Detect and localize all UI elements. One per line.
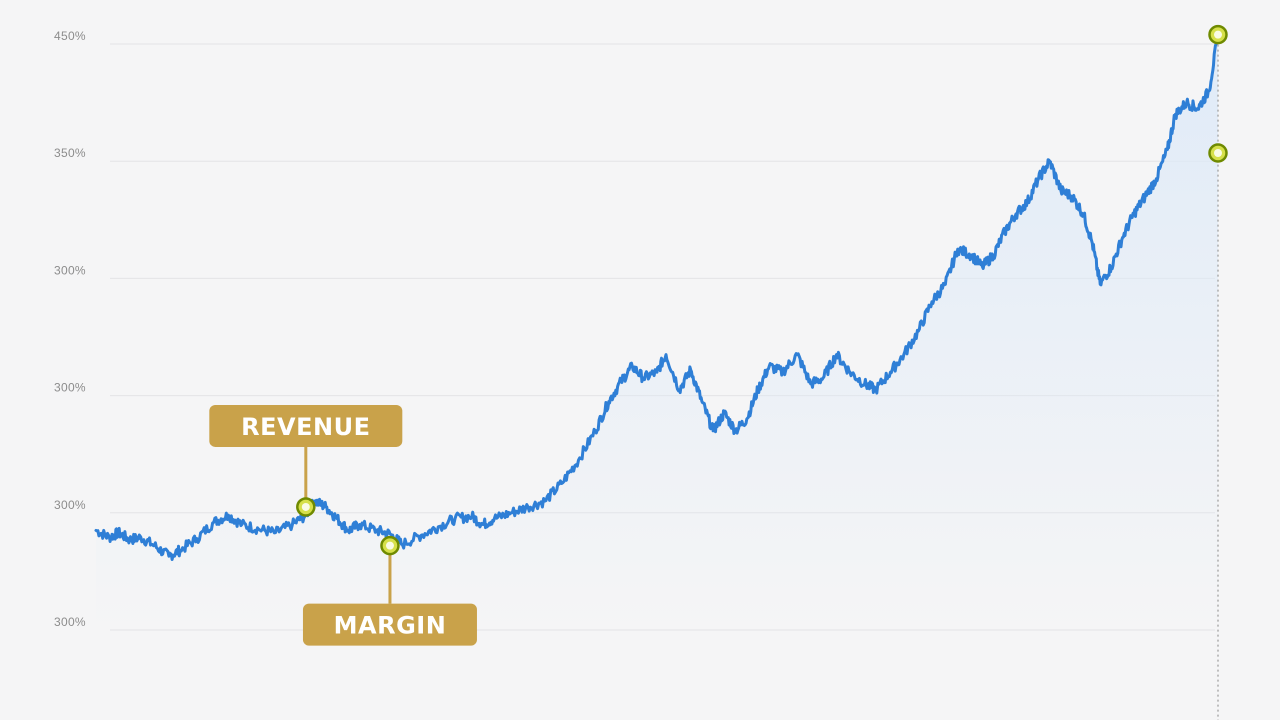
data-marker-center [1214, 148, 1222, 157]
data-marker-center [1214, 30, 1222, 39]
y-tick-label: 450% [54, 29, 86, 43]
y-tick-label: 300% [54, 615, 86, 629]
area-fill-layer [96, 34, 1218, 631]
y-tick-label: 300% [54, 263, 86, 277]
callout-label: REVENUE [241, 413, 370, 441]
y-tick-label: 300% [54, 498, 86, 512]
y-tick-label: 350% [54, 146, 86, 160]
markers [296, 24, 1228, 556]
callout-margin: MARGIN [302, 553, 477, 646]
y-tick-label: 300% [54, 381, 86, 395]
data-marker-center [301, 502, 310, 511]
callout-label: MARGIN [334, 612, 447, 640]
callout-revenue: REVENUE [209, 404, 403, 499]
area-fill [96, 34, 1218, 631]
data-marker-center [385, 541, 394, 550]
callout-box [209, 404, 403, 447]
y-axis-ticks: 300% 300% 300% 300% 350% 450% [54, 29, 86, 629]
callout-box [302, 603, 477, 646]
callouts: REVENUE MARGIN [209, 404, 477, 646]
